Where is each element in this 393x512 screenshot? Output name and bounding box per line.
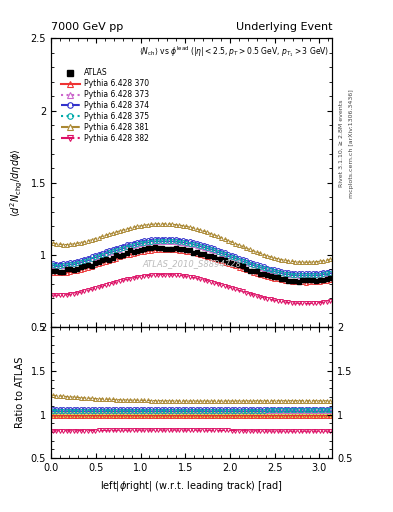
Y-axis label: $\langle d^2 N_\mathregular{chg}/d\eta d\phi \rangle$: $\langle d^2 N_\mathregular{chg}/d\eta d… (9, 148, 25, 217)
X-axis label: left$|\phi$right$|$ (w.r.t. leading track) [rad]: left$|\phi$right$|$ (w.r.t. leading trac… (100, 479, 283, 493)
Y-axis label: Ratio to ATLAS: Ratio to ATLAS (15, 357, 25, 429)
Text: 7000 GeV pp: 7000 GeV pp (51, 22, 123, 32)
Text: Rivet 3.1.10, ≥ 2.8M events: Rivet 3.1.10, ≥ 2.8M events (339, 100, 344, 187)
Text: ATLAS_2010_S8894728: ATLAS_2010_S8894728 (142, 259, 241, 268)
Legend: ATLAS, Pythia 6.428 370, Pythia 6.428 373, Pythia 6.428 374, Pythia 6.428 375, P: ATLAS, Pythia 6.428 370, Pythia 6.428 37… (58, 66, 152, 146)
Text: Underlying Event: Underlying Event (235, 22, 332, 32)
Text: $\langle N_\mathregular{ch}\rangle$ vs $\phi^\mathregular{lead}$ ($|\eta| < 2.5,: $\langle N_\mathregular{ch}\rangle$ vs $… (139, 44, 329, 59)
Text: mcplots.cern.ch [arXiv:1306.3436]: mcplots.cern.ch [arXiv:1306.3436] (349, 89, 354, 198)
